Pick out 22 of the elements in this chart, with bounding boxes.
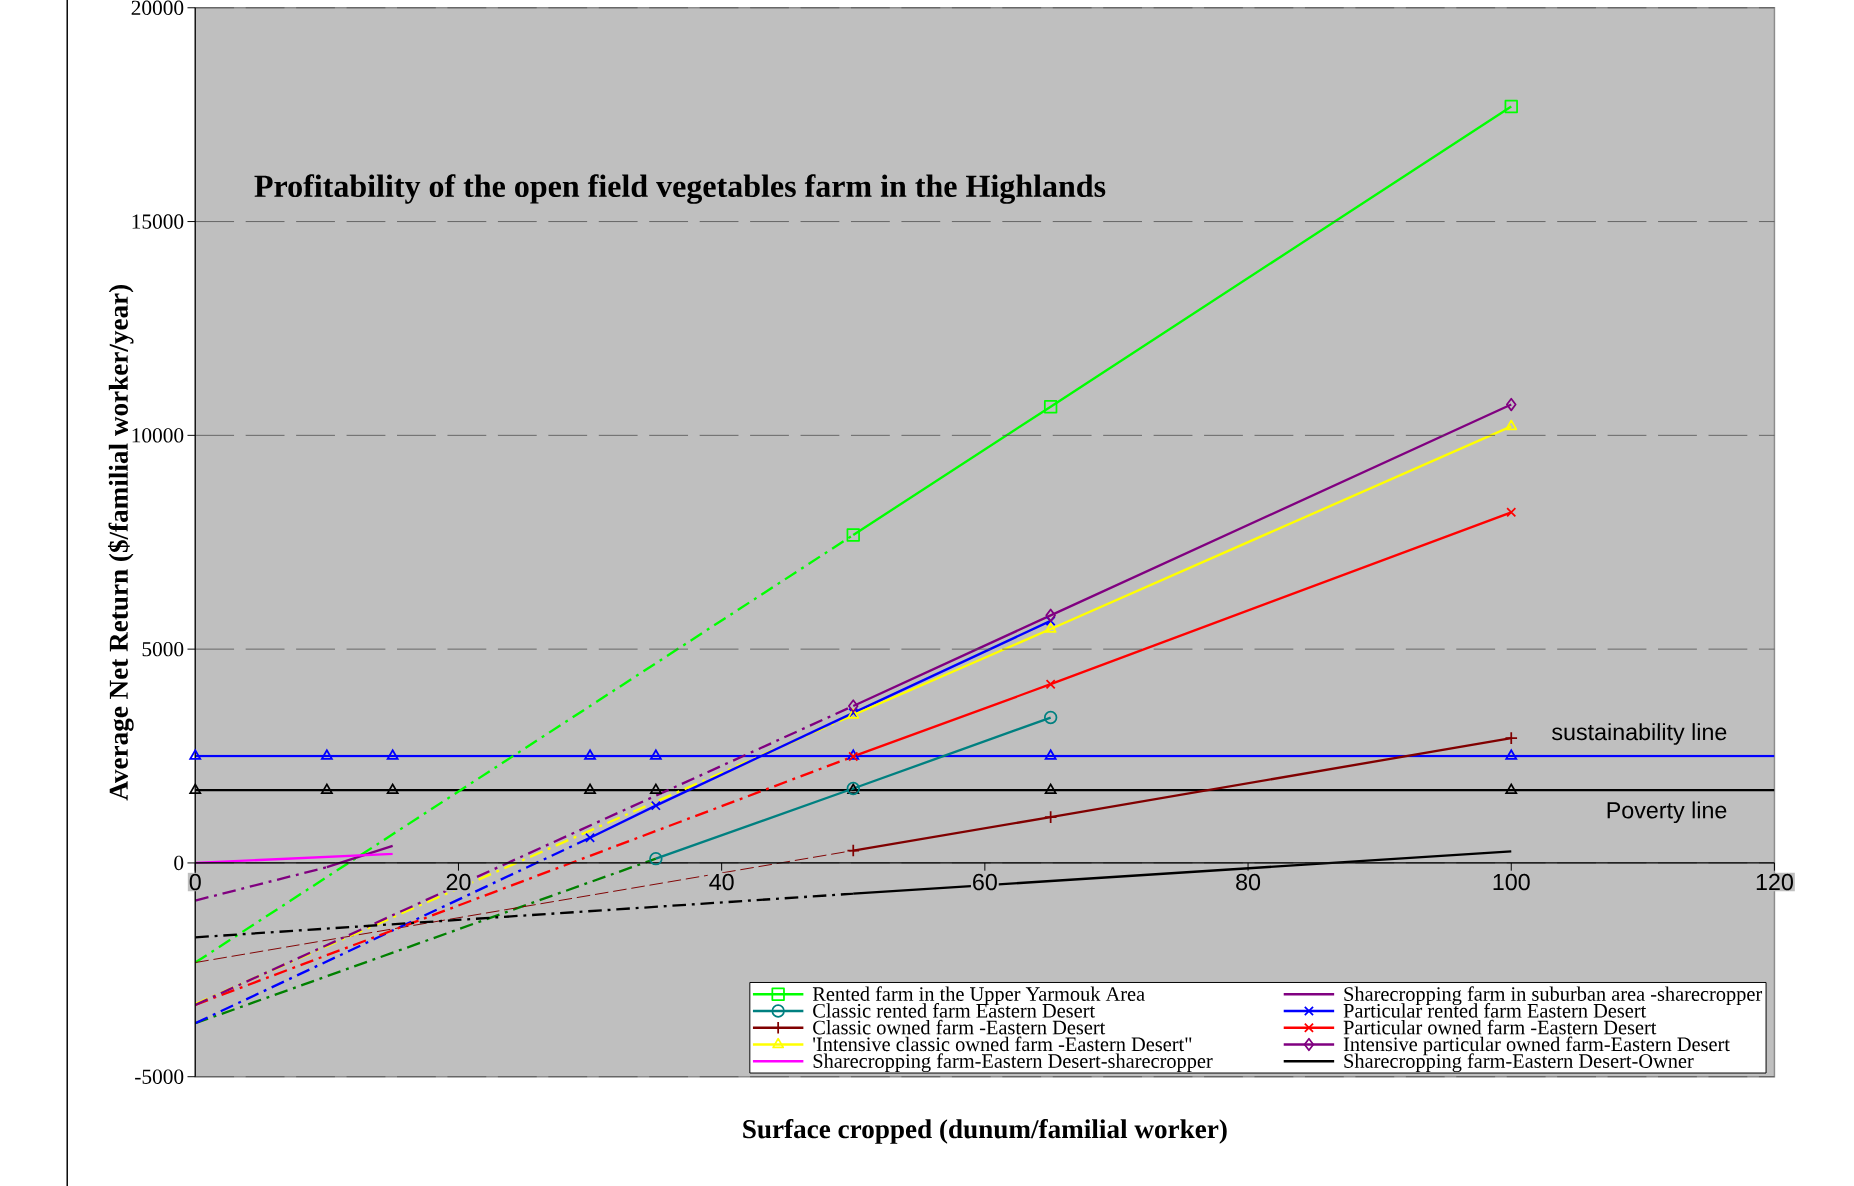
legend-label: Classic owned farm -Eastern Desert (813, 1019, 1106, 1035)
y-tick-label: 20000 (131, 0, 184, 15)
y-tick-label: 5000 (142, 641, 184, 657)
x-axis-title: Surface cropped (dunum/familial worker) (743, 1118, 1227, 1144)
ref-line-label: sustainability line (1552, 723, 1727, 745)
x-tick-label: 100 (1493, 873, 1530, 891)
y-axis-title: Average Net Return ($/familial worker/year) (107, 284, 134, 801)
legend-label: 'Intensive classic owned farm -Eastern Desert" (813, 1036, 1192, 1051)
x-tick-label: 80 (1236, 873, 1261, 891)
y-tick-label: 0 (174, 855, 184, 870)
x-tick-label: 40 (709, 873, 734, 891)
y-tick-label: 15000 (132, 214, 184, 229)
legend-label: Particular owned farm -Eastern Desert (1343, 1019, 1657, 1035)
y-tick-label: -5000 (135, 1069, 184, 1084)
x-tick-label: 20 (446, 873, 471, 891)
text: Profitability of the open field vegetables farm in the Highlands (254, 174, 1106, 204)
x-tick-label: 0 (189, 873, 201, 891)
x-tick-label: 120 (1756, 873, 1793, 891)
x-tick-label: 60 (973, 873, 997, 891)
ref-line-label: Poverty line (1607, 801, 1727, 823)
y-tick-label: 10000 (132, 428, 184, 443)
legend-label: Sharecropping farm-Eastern Desert-sharecropper (813, 1053, 1213, 1072)
